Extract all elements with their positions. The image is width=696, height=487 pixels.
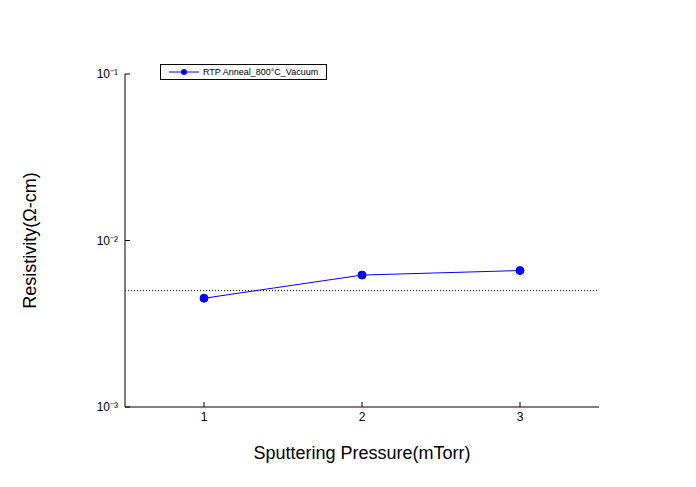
html-text:RTP Anneal_800°C_Vacuum: RTP Anneal_800°C_Vacuum bbox=[203, 67, 319, 77]
svg-text:Resistivity(Ω-cm): Resistivity(Ω-cm) bbox=[20, 172, 40, 308]
svg-text:2: 2 bbox=[359, 410, 366, 424]
svg-text:10⁻³: 10⁻³ bbox=[97, 400, 118, 414]
svg-text:10⁻²: 10⁻² bbox=[97, 234, 118, 248]
svg-text:10⁻¹: 10⁻¹ bbox=[97, 67, 118, 81]
svg-text:3: 3 bbox=[517, 410, 524, 424]
svg-text:1: 1 bbox=[201, 410, 208, 424]
svg-text:Sputtering Pressure(mTorr): Sputtering Pressure(mTorr) bbox=[253, 443, 470, 463]
